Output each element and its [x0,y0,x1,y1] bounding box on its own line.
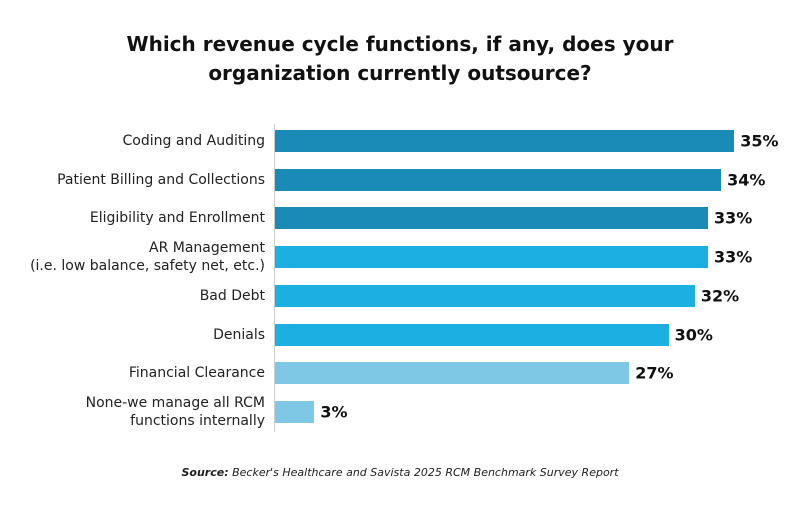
category-label: AR Management (i.e. low balance, safety … [30,240,265,275]
bar [275,246,708,269]
category-label: Bad Debt [199,287,265,304]
category-label: Patient Billing and Collections [57,171,265,188]
value-label: 27% [635,363,674,383]
value-label: 33% [713,208,753,228]
bar [275,400,315,423]
value-label: 33% [713,247,753,267]
value-label: 34% [727,170,766,190]
bar [275,207,708,230]
bar [275,130,735,152]
bar [275,323,669,346]
chart-title: Which revenue cycle functions, if any, d… [126,32,674,85]
category-label: Eligibility and Enrollment [89,210,265,227]
value-label: 32% [700,286,740,306]
category-label: Financial Clearance [128,365,265,382]
bar [275,362,630,385]
axis-line [274,124,275,432]
source-label: Source: [181,466,229,479]
bar [275,284,695,307]
value-label: 35% [740,131,779,151]
value-label: 30% [674,325,713,344]
bar [275,168,722,191]
category-label: None-we manage all RCM functions interna… [85,394,265,429]
category-label: Coding and Auditing [122,133,265,149]
source-text: Becker's Healthcare and Savista 2025 RCM… [232,466,619,479]
source-note: Source: Becker's Healthcare and Savista … [0,466,800,479]
category-label: Denials [213,326,265,343]
value-label: 3% [320,402,348,422]
